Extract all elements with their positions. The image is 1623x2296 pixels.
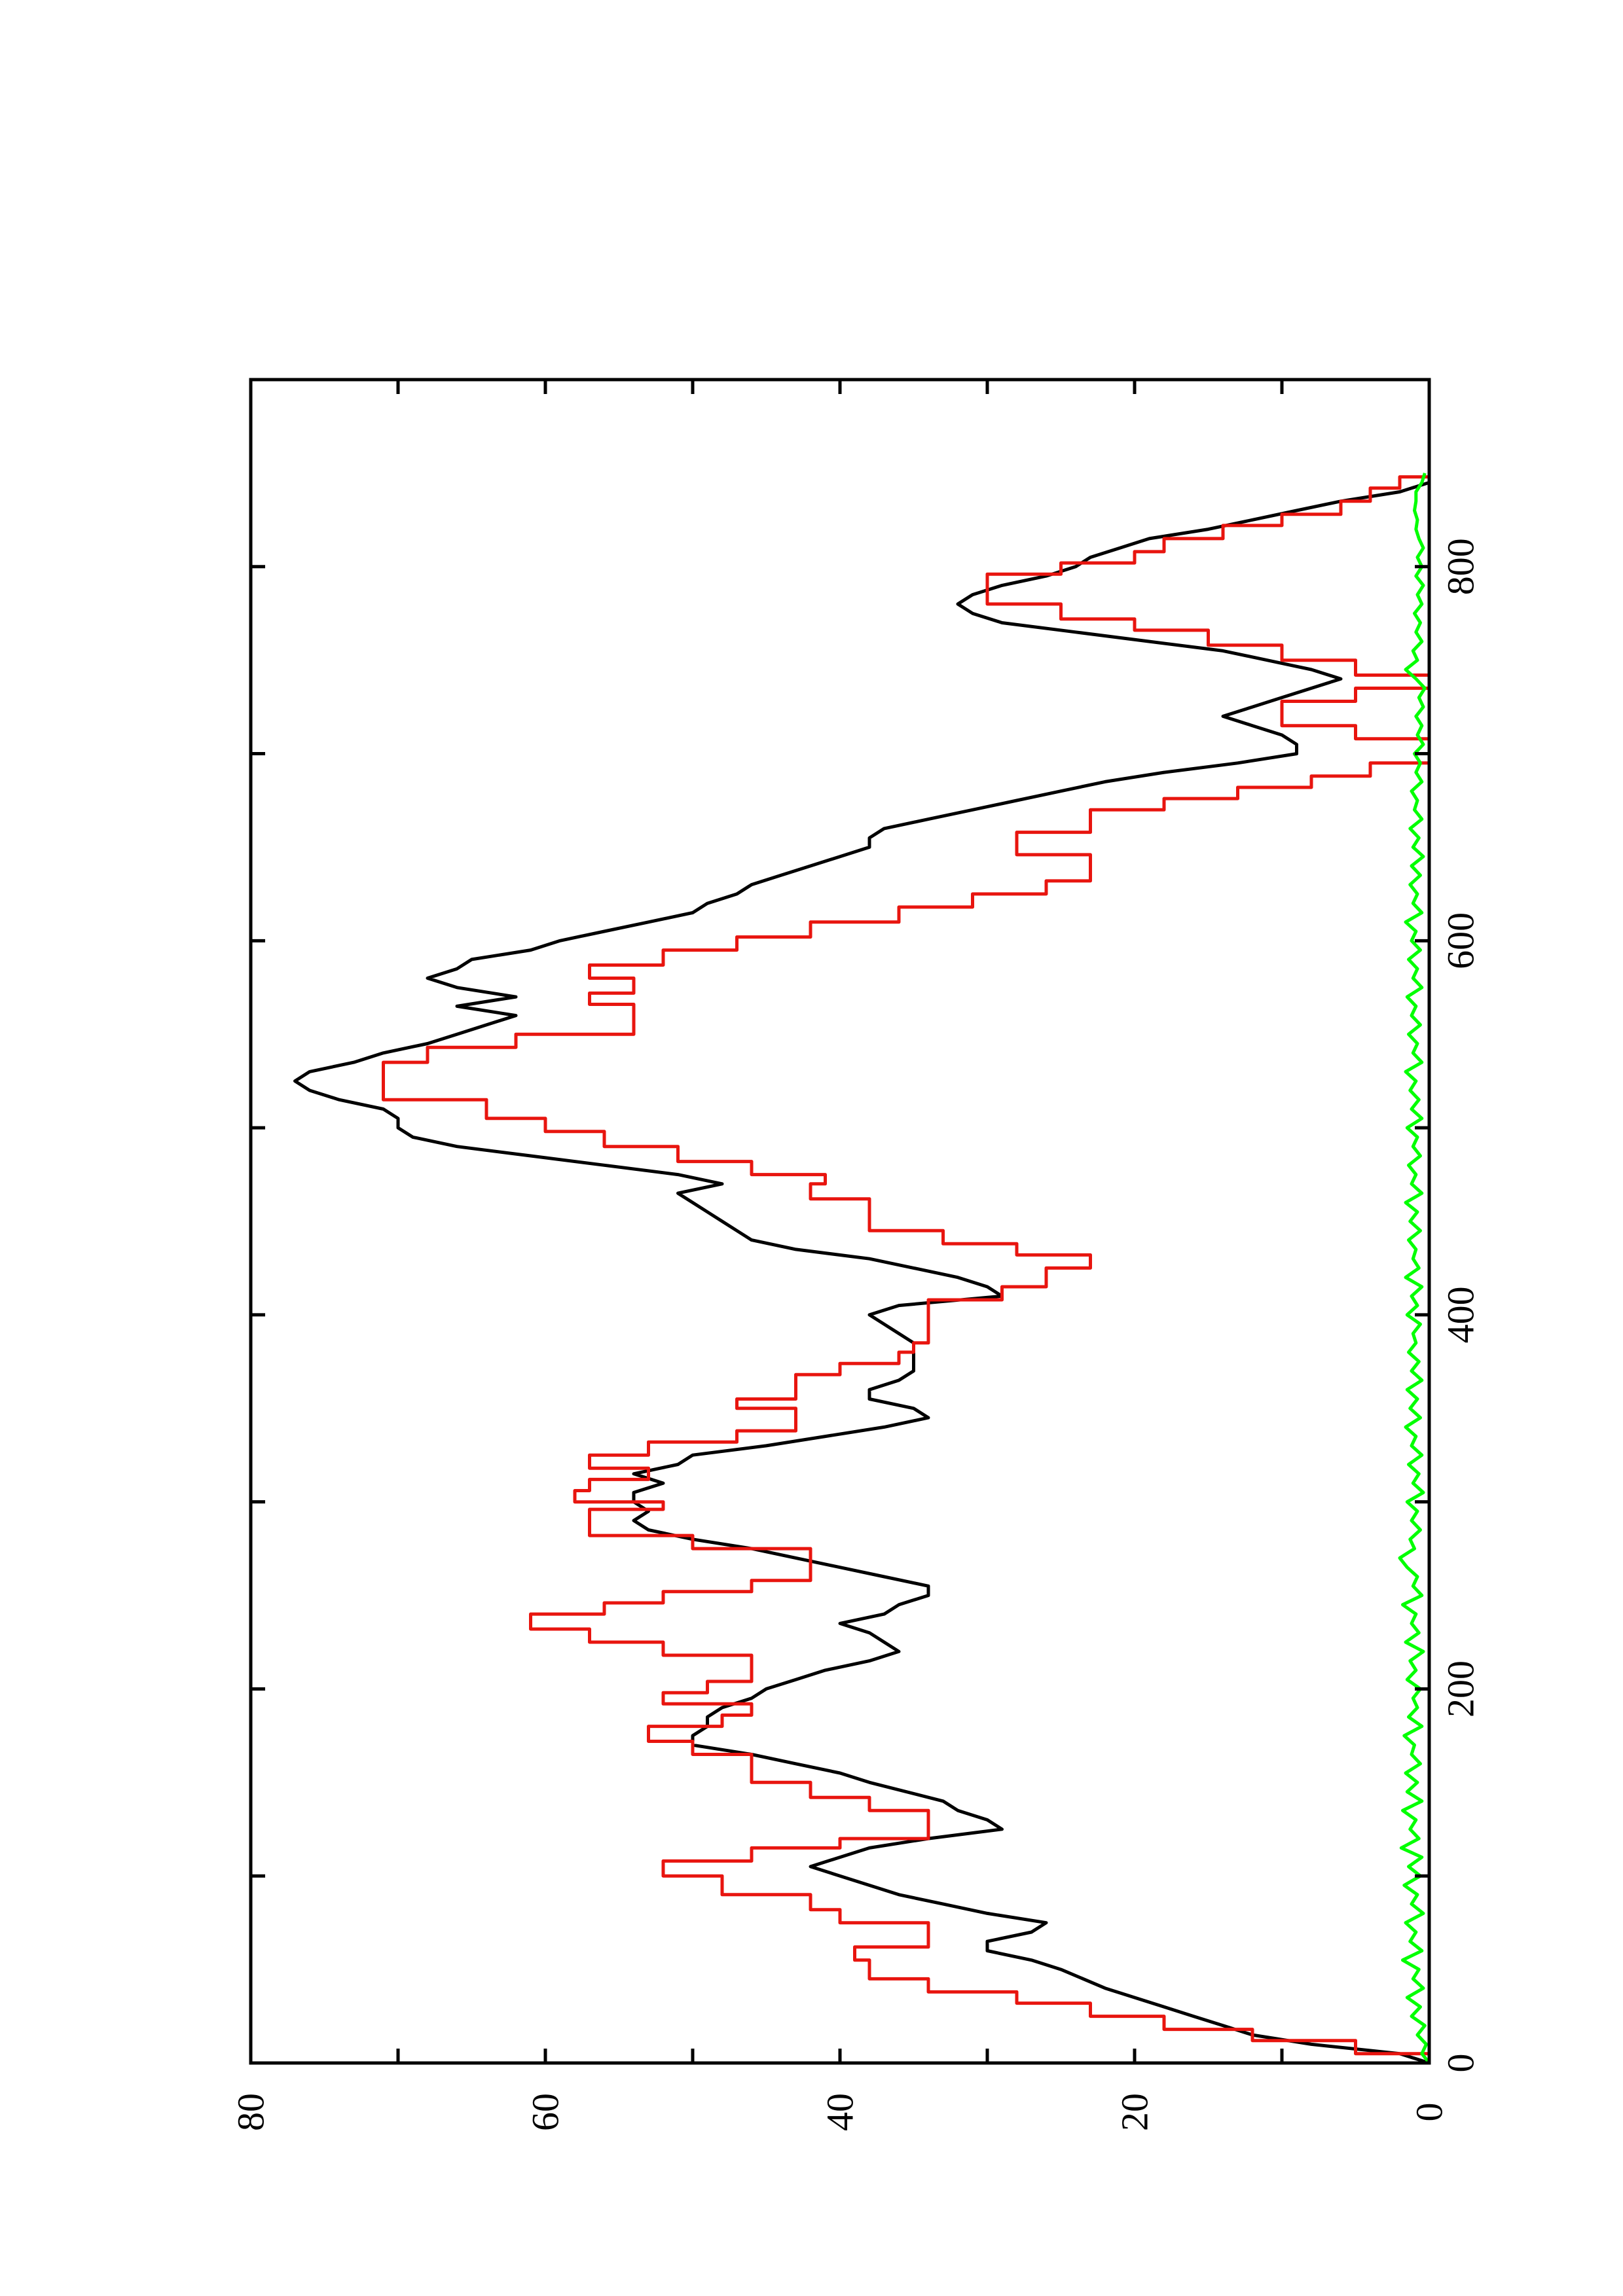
series-line-1 bbox=[293, 473, 1431, 2065]
series-line-3 bbox=[1398, 473, 1431, 2064]
y-tick-label: 0 bbox=[1408, 2103, 1451, 2122]
y-tick-label: 60 bbox=[524, 2093, 567, 2131]
x-tick-label: 600 bbox=[1440, 912, 1482, 969]
x-tick-label: 800 bbox=[1440, 538, 1482, 595]
y-tick-label: 80 bbox=[230, 2093, 272, 2131]
axes-layer: 0 200 400 600 800 0 20 40 60 80 bbox=[230, 378, 1482, 2131]
y-tick-label: 40 bbox=[819, 2093, 862, 2131]
series-line-2 bbox=[382, 475, 1431, 2063]
y-tick-label: 20 bbox=[1114, 2093, 1156, 2131]
x-tick-label: 200 bbox=[1440, 1660, 1482, 1717]
x-tick-label: 400 bbox=[1440, 1286, 1482, 1343]
x-tick-label: 0 bbox=[1440, 2054, 1482, 2073]
series-layer bbox=[293, 473, 1431, 2065]
